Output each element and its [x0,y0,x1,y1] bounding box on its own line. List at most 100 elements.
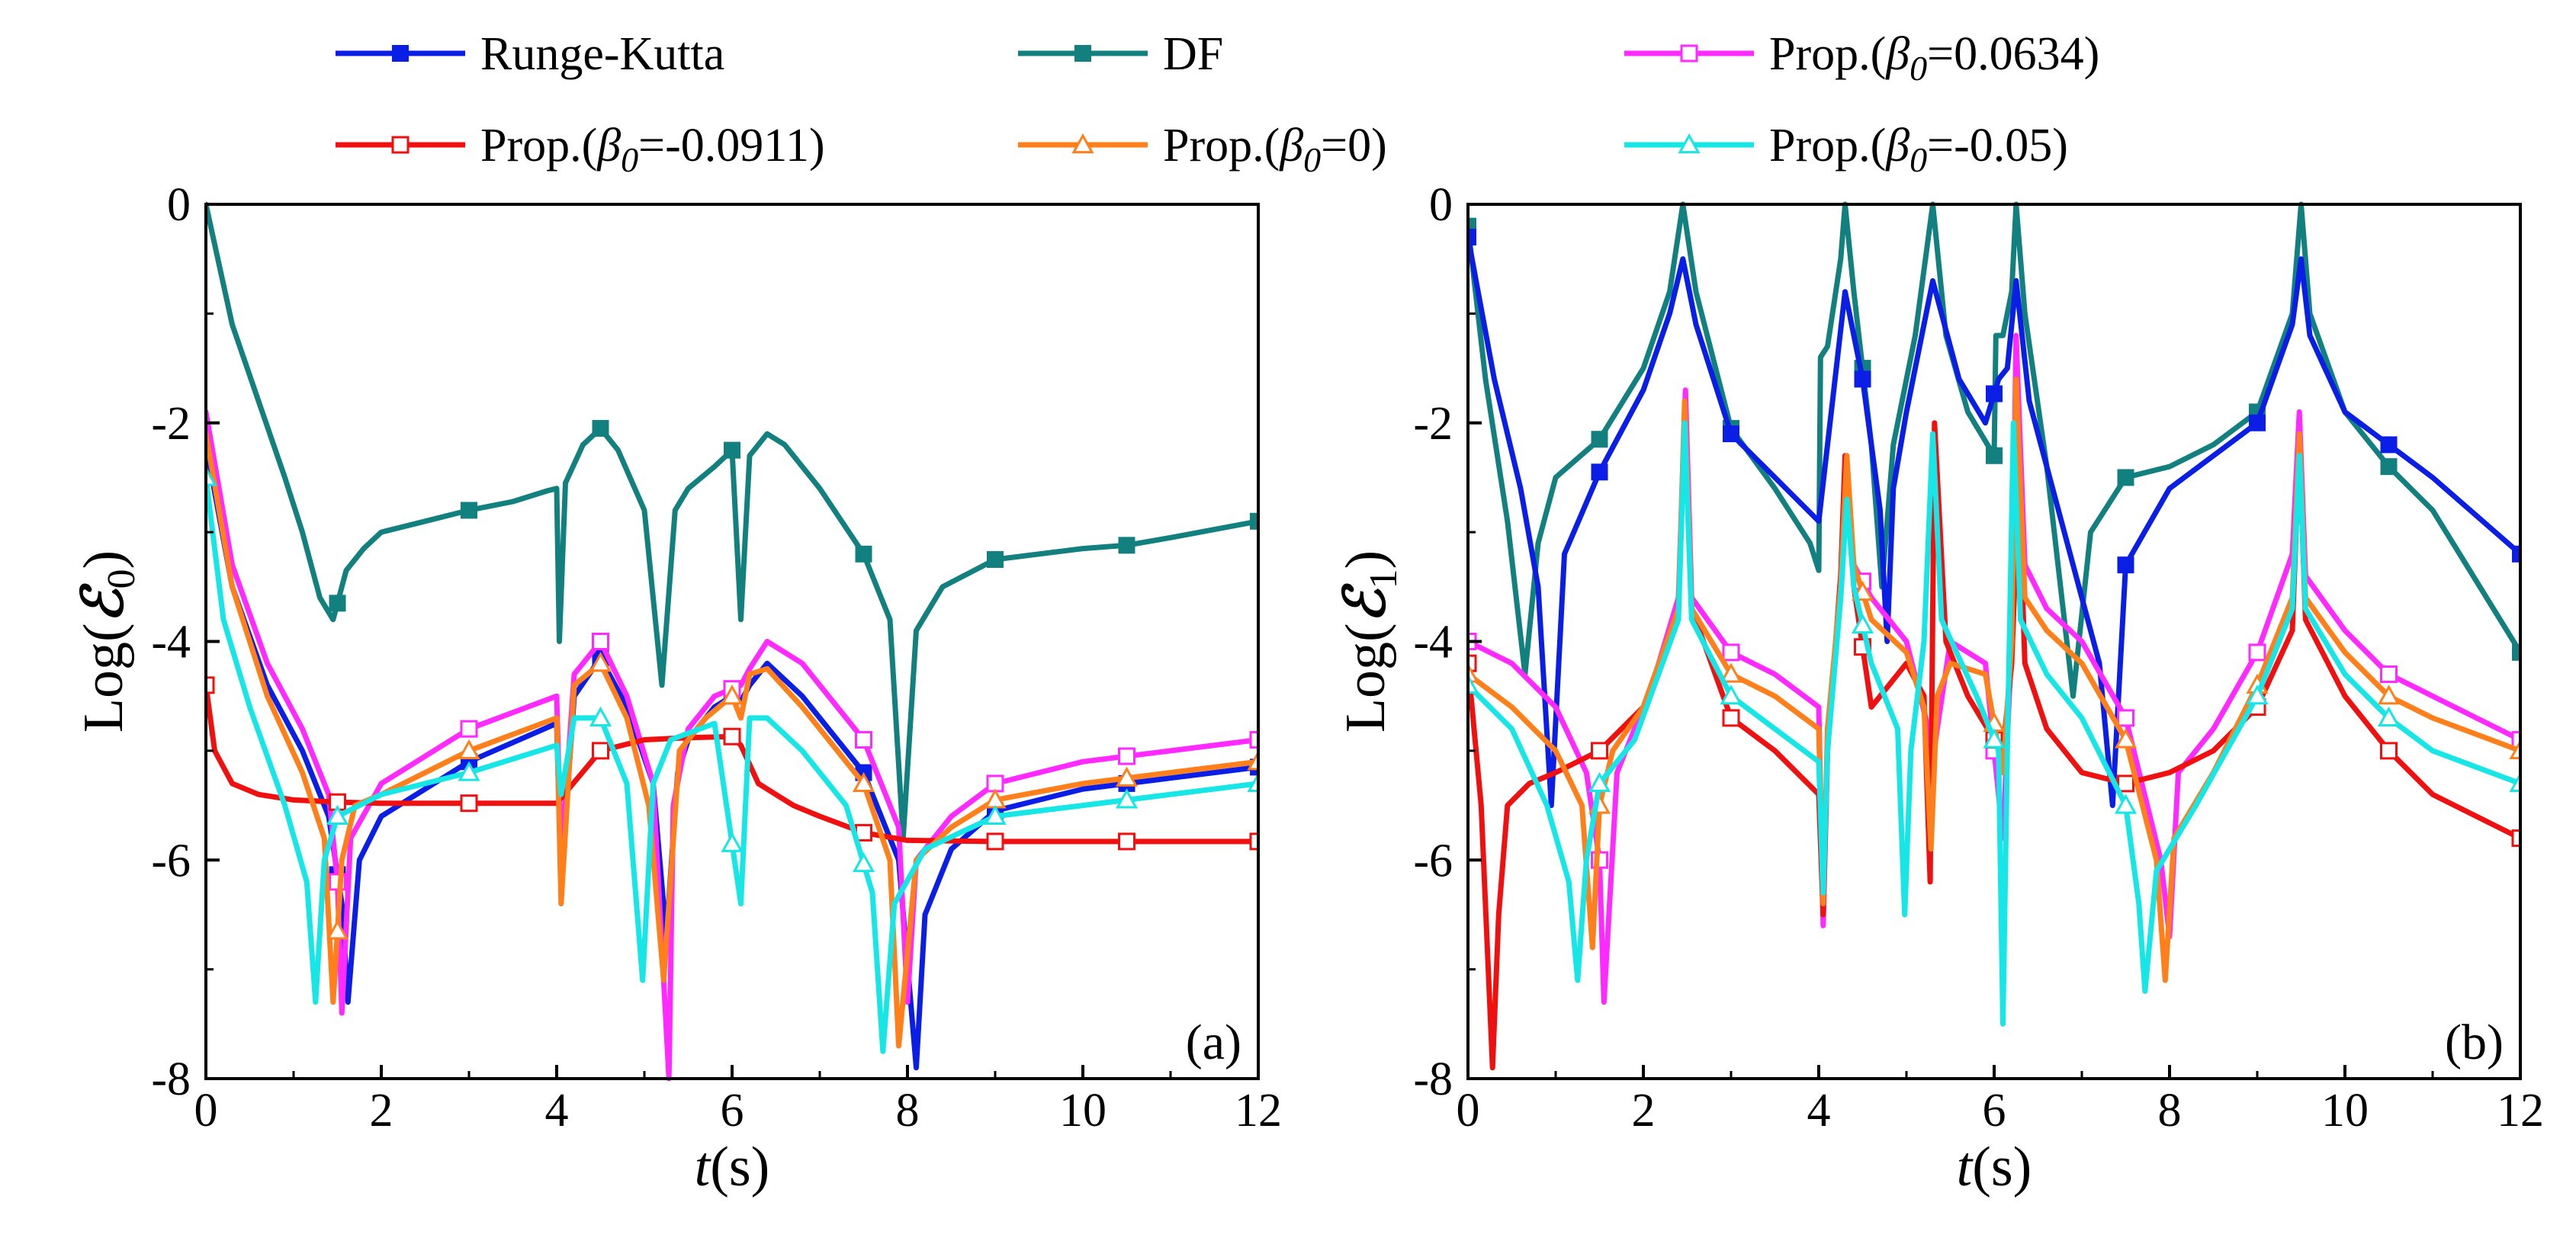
panel-b-ytick-label-2: -4 [1413,617,1453,669]
panel-b-marker-prop-0-0634-2 [1722,643,1740,662]
panel-b-ytick-label-1: -6 [1413,835,1453,887]
legend-item-runge-kutta: Runge-Kutta [336,28,724,80]
legend-item-df: DF [1018,28,1223,80]
panel-a-ticks: 0 2 4 6 8 10 12 -8 -6 -4 -2 0 [151,179,1282,1137]
panel-b-xtick-label-6: 12 [2497,1085,2544,1137]
panel-b-marker-runge-kutta-5 [2117,556,2134,574]
panel-b-marker-df-1 [1591,431,1608,448]
panel-b-marker-prop-0-05-5 [2114,794,2138,814]
panel-a-marker-prop-0-05-2 [458,761,480,781]
panel-b-lines [1468,201,2520,1071]
panel-b-marker-runge-kutta-0 [1468,229,1476,246]
panel-a-marker-prop-0-0634-4 [855,731,872,749]
panel-b-marker-prop-0-0911-5 [2117,774,2134,793]
panel-a-xtick-label-4: 8 [896,1085,920,1137]
panel-b-xtick-label-0: 0 [1457,1085,1480,1137]
panel-b-marker-df-0 [1468,217,1476,235]
panel-a-marker-prop-0-05-3 [589,706,612,726]
panel-b-ylabel-sub: 1 [1362,569,1405,588]
panel-b-series-prop-0 [1468,376,2520,983]
panel-b-ylabel-suffix: ) [1335,550,1397,569]
panel-a-ylabel-prefix: Log( [72,623,135,733]
panel-a-series-df [206,201,1258,842]
panel-a-marker-prop-0-1 [458,739,480,759]
panel-a: 0 2 4 6 8 10 12-8-6-4-20 (a) Log(ℰ0) t(s) [72,179,1282,1198]
legend-marker-prop-0-0634 [1680,44,1698,63]
panel-a-marker-prop-0-05-1 [326,804,349,825]
panel-a-ylabel-symbol: ℰ [72,582,135,623]
panel-a-marker-prop-0-0911-3 [592,742,609,760]
panel-b-marker-runge-kutta-8 [2512,545,2520,563]
panel-b-marker-prop-0-7 [2377,685,2401,705]
panel-b-marker-prop-0-0 [1468,662,1479,683]
panel-b-marker-df-5 [2117,469,2134,486]
panel-b-ylabel-prefix: Log( [1335,623,1397,733]
panel-a-ytick-label-3: -2 [151,398,191,450]
panel-b-marker-prop-0-05-2 [1720,685,1742,705]
panel-b-xtick-label-2: 4 [1807,1085,1831,1137]
panel-b-label: (b) [2445,1015,2504,1070]
panel-a-marker-df-5 [987,550,1004,568]
panel-b-xtick-label-4: 8 [2158,1085,2182,1137]
panel-a-marker-prop-0-05-4 [721,832,744,852]
panel-a-marker-prop-0-3 [721,685,744,705]
panel-b-ylabel: Log(ℰ1) [1335,550,1405,733]
panel-a-marker-df-4 [855,545,872,563]
panel-b-marker-runge-kutta-4 [1986,385,2003,402]
panel-b-marker-prop-0-0911-8 [2511,829,2520,848]
legend-marker-prop-0-0911 [391,136,410,154]
panel-a-marker-df-2 [592,419,609,437]
panel-a-marker-prop-0-6 [1115,766,1139,787]
panel-a-ylabel: Log(ℰ0) [72,550,143,733]
panel-a-xtick-label-1: 2 [370,1085,393,1137]
panel-b-marker-prop-0-0634-5 [2117,709,2134,727]
panel-a-lines [206,201,1258,1082]
panel-b-marker-prop-0-05-6 [2246,685,2269,705]
legend-label-prop-0-0911: Prop.(β0=-0.0911) [480,120,825,179]
panel-b-marker-df-7 [2380,458,2398,476]
legend-label-df: DF [1163,28,1223,80]
panel-b-series-df [1468,201,2520,699]
legend-label-runge-kutta: Runge-Kutta [480,28,724,80]
panel-a-marker-prop-0-05-5 [852,851,875,873]
panel-a-marker-prop-0-05-8 [1247,771,1258,792]
panel-b-marker-runge-kutta-3 [1854,370,1871,388]
panel-b: 0 2 4 6 8 10 12 -8 -6 -4 -2 0 (b) Log(ℰ1) t(s) [1335,179,2544,1198]
panel-b-marker-runge-kutta-1 [1591,463,1608,481]
panel-a-series-runge-kutta [206,441,1258,1071]
panel-a-marker-df-3 [724,441,740,459]
panel-a-marker-prop-0-0634-7 [1249,731,1258,749]
panel-a-xlabel-var: t [695,1136,712,1198]
panel-a-xlabel: t(s) [695,1136,770,1198]
legend-marker-prop-0 [1071,133,1094,154]
panel-a-series-prop-0-05 [206,474,1258,1054]
legend-item-prop-0-05: Prop.(β0=-0.05) [1624,120,2068,179]
panel-b-marker-prop-0-0634-8 [2511,731,2520,749]
panel-b-xtick-label-1: 2 [1632,1085,1656,1137]
panel-a-xtick-label-6: 12 [1235,1085,1282,1137]
panel-b-series-prop-0-05 [1468,420,2520,1027]
panel-b-marker-prop-0-0634-6 [2248,643,2266,662]
panel-a-xtick-label-3: 6 [721,1085,744,1137]
panel-b-marker-prop-0-05-8 [2509,771,2520,792]
panel-a-ylabel-suffix: ) [72,550,135,569]
panel-b-marker-prop-0-0911-7 [2380,742,2398,760]
panel-b-ytick-label-3: -2 [1413,398,1453,450]
legend-label-prop-0-05: Prop.(β0=-0.05) [1769,120,2068,179]
panel-b-ticks: 0 2 4 6 8 10 12 -8 -6 -4 -2 0 [1413,179,2544,1137]
panel-a-marker-prop-0-0911-4 [723,727,741,746]
panel-b-xtick-label-5: 10 [2321,1085,2369,1137]
panel-b-marker-prop-0-0634-7 [2380,665,2398,684]
panel-b-marker-runge-kutta-2 [1723,425,1739,443]
panel-b-marker-df-4 [1986,447,2003,464]
panel-b-ylabel-symbol: ℰ [1335,582,1397,623]
panel-b-marker-prop-0-0911-1 [1591,742,1608,760]
panel-b-marker-prop-0-05-4 [1983,728,2006,749]
panel-b-ytick-label-0: -8 [1413,1053,1453,1105]
panel-b-xlabel-unit: (s) [1972,1136,2032,1198]
panel-a-label: (a) [1186,1015,1241,1070]
panel-b-series-runge-kutta [1468,234,2520,809]
panel-a-frame [204,203,1260,1080]
legend: Runge-Kutta DF Prop.(β0=0.0634) Prop.(β0=-0… [336,28,2099,179]
